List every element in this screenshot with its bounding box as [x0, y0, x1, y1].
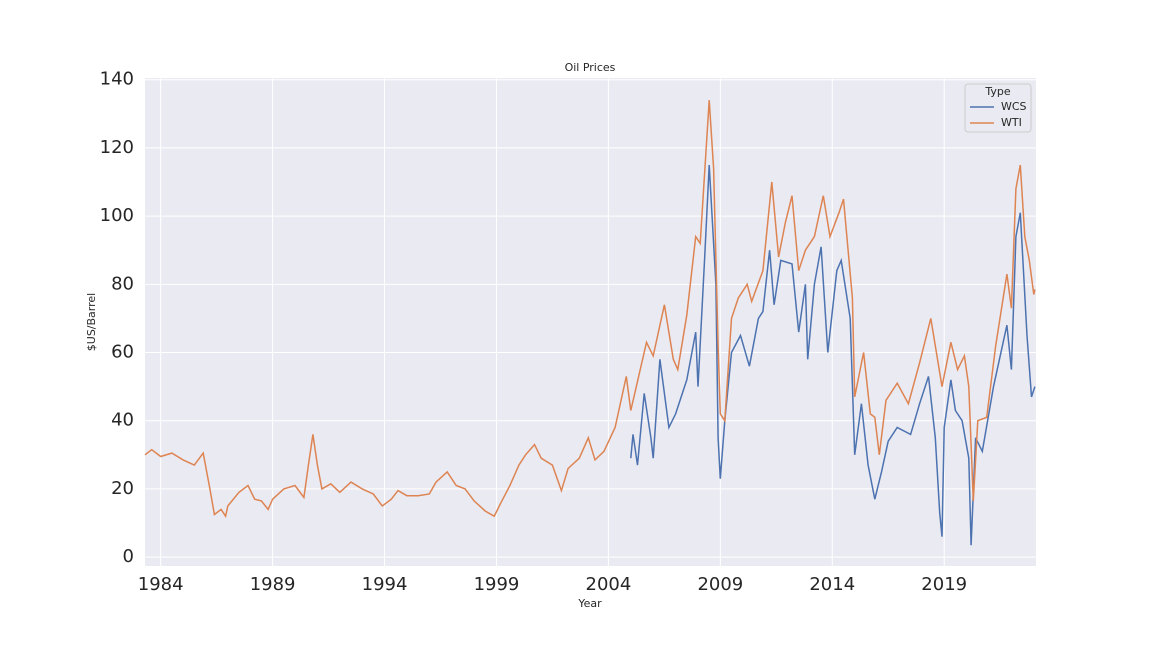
x-tick-label: 1989: [250, 574, 296, 595]
x-tick-label: 2014: [809, 574, 855, 595]
y-tick-label: 140: [100, 69, 134, 90]
x-tick-label: 2009: [697, 574, 743, 595]
x-tick-label: 2019: [921, 574, 967, 595]
x-tick-label: 1984: [138, 574, 184, 595]
grid: [145, 78, 1036, 566]
y-tick-label: 60: [111, 342, 134, 363]
y-tick-label: 100: [100, 205, 134, 226]
lines: [144, 100, 1036, 546]
y-axis-label: $US/Barrel: [85, 293, 98, 351]
y-tick-label: 40: [111, 410, 134, 431]
y-tick-label: 80: [111, 273, 134, 294]
chart-title: Oil Prices: [565, 61, 616, 74]
y-tick-label: 20: [111, 478, 134, 499]
legend-label: WCS: [1001, 100, 1027, 113]
legend-label: WTI: [1001, 116, 1022, 129]
plot-area: [145, 78, 1036, 566]
x-tick-label: 1994: [362, 574, 408, 595]
y-tick-label: 120: [100, 137, 134, 158]
x-axis-label: Year: [577, 597, 602, 610]
series-line: [144, 100, 1036, 519]
legend-box: [964, 83, 1032, 133]
y-tick-label: 0: [123, 546, 134, 567]
legend-title: Type: [984, 85, 1010, 98]
x-tick-label: 2004: [586, 574, 632, 595]
x-tick-label: 1999: [474, 574, 520, 595]
legend: Type WCS WTI: [964, 83, 1032, 133]
series-line: [630, 164, 1036, 546]
